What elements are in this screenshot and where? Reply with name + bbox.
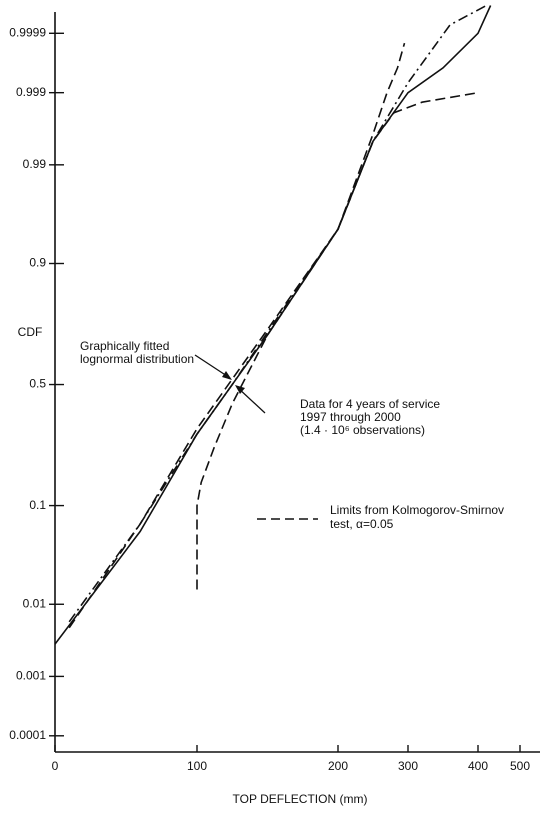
annotation: 1997 through 2000 — [300, 410, 401, 424]
x-tick-label: 500 — [510, 759, 530, 773]
series-line — [196, 91, 479, 590]
y-tick-label: 0.0001 — [9, 728, 46, 742]
x-tick-label: 0 — [52, 759, 59, 773]
annotation: Graphically fitted — [80, 339, 169, 353]
y-tick-label: 0.5 — [29, 377, 46, 391]
y-tick-label: 0.999 — [16, 85, 46, 99]
y-tick-label: 0.9 — [29, 256, 46, 270]
y-tick-label: 0.01 — [23, 596, 47, 610]
y-tick-label: 0.1 — [29, 498, 46, 512]
y-tick-label: 0.001 — [16, 669, 46, 683]
legend-label: test, α=0.05 — [330, 517, 394, 531]
x-axis-label: TOP DEFLECTION (mm) — [233, 792, 368, 806]
annotation: lognormal distribution — [80, 352, 194, 366]
annotation: (1.4 · 10⁶ observations) — [300, 423, 425, 437]
arrow-head — [235, 385, 245, 394]
legend-label: Limits from Kolmogorov-Smirnov — [330, 503, 504, 517]
y-tick-label: 0.99 — [23, 157, 47, 171]
y-axis-label: CDF — [18, 325, 43, 339]
x-tick-label: 100 — [187, 759, 207, 773]
x-tick-label: 300 — [398, 759, 418, 773]
arrow-head — [222, 371, 232, 380]
y-tick-label: 0.9999 — [9, 25, 46, 39]
x-tick-label: 400 — [468, 759, 488, 773]
x-tick-label: 200 — [328, 759, 348, 773]
series-line — [68, 42, 406, 629]
annotation: Data for 4 years of service — [300, 397, 440, 411]
